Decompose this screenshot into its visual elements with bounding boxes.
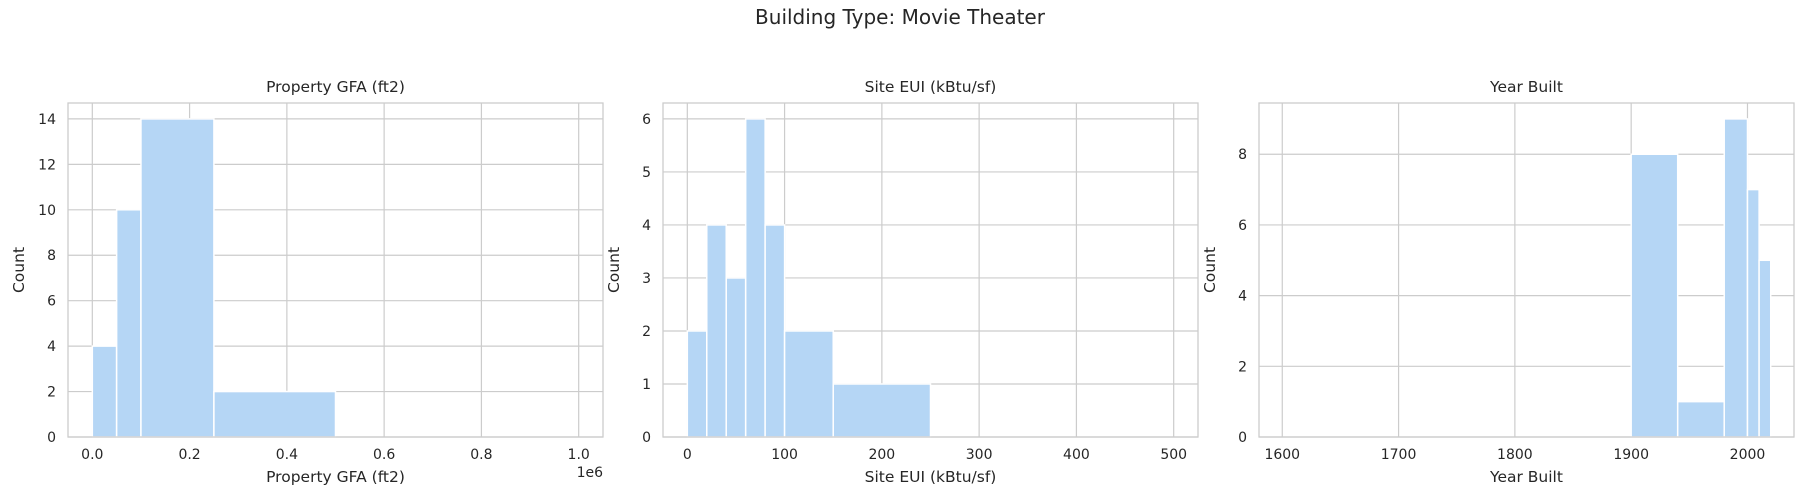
histogram-bar — [1630, 153, 1679, 438]
y-tick-label: 6 — [1238, 218, 1247, 234]
y-tick-label: 14 — [38, 112, 56, 128]
plot-frame — [662, 102, 1199, 438]
y-tick-label: 0 — [47, 430, 56, 446]
x-tick-label: 2000 — [1730, 447, 1766, 463]
x-tick-label: 1700 — [1381, 447, 1417, 463]
histogram-bar — [1758, 259, 1772, 438]
y-tick-label: 4 — [1238, 289, 1247, 305]
histogram-bar — [91, 345, 118, 438]
y-tick-label: 2 — [1238, 359, 1247, 375]
x-tick-label: 100 — [771, 447, 798, 463]
x-tick-label: 0.2 — [178, 447, 200, 463]
y-tick-label: 12 — [38, 157, 56, 173]
histogram-bar — [686, 330, 708, 438]
histogram-bar — [140, 118, 215, 438]
x-axis-label: Site EUI (kBtu/sf) — [865, 468, 997, 486]
histogram-bar — [832, 383, 932, 438]
subplot-2: 0 100 200 300 400 500 0 1 2 3 4 5 6 Site EUI (kBtu/sf… — [605, 78, 1199, 486]
y-tick-label: 10 — [38, 203, 56, 219]
x-tick-label: 1600 — [1264, 447, 1300, 463]
histogram-bar — [1723, 118, 1749, 438]
y-tick-label: 2 — [47, 385, 56, 401]
histogram-bar — [725, 277, 747, 438]
x-tick-label: 1900 — [1613, 447, 1649, 463]
y-tick-label: 3 — [642, 271, 651, 287]
x-tick-label: 300 — [966, 447, 993, 463]
x-tick-label: 500 — [1160, 447, 1187, 463]
subplot-title: Site EUI (kBtu/sf) — [865, 78, 997, 96]
subplot-3: 1600 1700 1800 1900 2000 0 2 4 6 8 Year Built Year … — [1201, 78, 1795, 486]
x-offset-label: 1e6 — [577, 465, 604, 481]
y-tick-label: 6 — [642, 112, 651, 128]
x-tick-label: 0.4 — [276, 447, 298, 463]
histogram-bar — [706, 224, 727, 438]
y-tick-label: 0 — [1238, 430, 1247, 446]
x-tick-label: 400 — [1063, 447, 1090, 463]
x-tick-label: 0.8 — [470, 447, 492, 463]
y-tick-label: 8 — [47, 248, 56, 264]
histogram-bar — [1676, 400, 1725, 438]
histogram-bar — [783, 330, 834, 438]
plot-frame — [1258, 102, 1795, 438]
y-tick-label: 8 — [1238, 147, 1247, 163]
y-tick-label: 4 — [642, 218, 651, 234]
x-tick-label: 0 — [683, 447, 692, 463]
x-tick-label: 0.6 — [373, 447, 395, 463]
y-tick-label: 5 — [642, 165, 651, 181]
histogram-bar — [1746, 188, 1760, 438]
y-tick-label: 4 — [47, 339, 56, 355]
y-axis-label: Count — [605, 247, 623, 293]
y-axis-label: Count — [10, 247, 28, 293]
y-axis-label: Count — [1201, 247, 1219, 293]
y-tick-label: 1 — [642, 377, 651, 393]
histogram-bar — [115, 209, 142, 438]
figure-title: Building Type: Movie Theater — [755, 5, 1045, 29]
histogram-bar — [764, 224, 786, 438]
x-tick-label: 200 — [868, 447, 895, 463]
x-axis-label: Year Built — [1489, 468, 1563, 486]
x-tick-label: 1.0 — [568, 447, 590, 463]
histogram-bar — [744, 118, 766, 438]
y-tick-label: 2 — [642, 324, 651, 340]
x-axis-label: Property GFA (ft2) — [266, 468, 405, 486]
plot-frame — [67, 102, 604, 438]
y-tick-label: 6 — [47, 294, 56, 310]
y-tick-label: 0 — [642, 430, 651, 446]
subplot-title: Year Built — [1489, 78, 1563, 96]
histogram-bar — [213, 390, 337, 438]
subplot-title: Property GFA (ft2) — [266, 78, 405, 96]
subplot-1: 0.0 0.2 0.4 0.6 0.8 1.0 0 2 4 6 8 10 12 14 1e6 Property… — [10, 78, 604, 486]
x-tick-label: 1800 — [1497, 447, 1533, 463]
x-tick-label: 0.0 — [81, 447, 103, 463]
